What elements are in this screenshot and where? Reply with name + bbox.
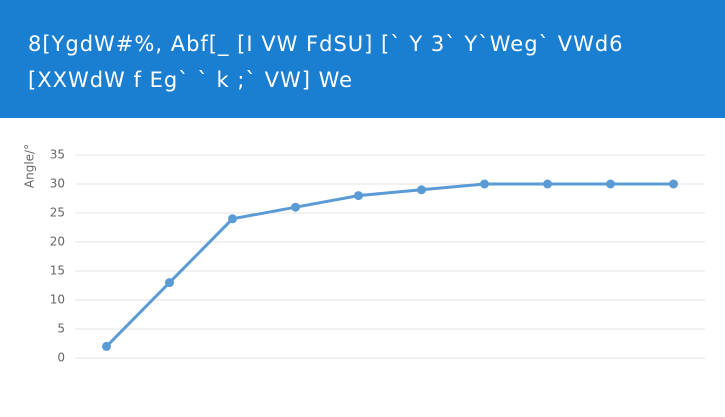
line: [105, 182, 674, 348]
point: [669, 179, 678, 189]
y-tick-label: 15: [50, 264, 65, 278]
y-tick-label: 35: [50, 148, 65, 162]
y-tick-label: 0: [57, 351, 65, 365]
point: [417, 185, 426, 195]
y-tick-label: 5: [57, 322, 65, 336]
y-tick-label: 10: [50, 293, 65, 307]
point: [543, 179, 552, 189]
point: [228, 214, 237, 224]
y-tick-label: 25: [50, 206, 65, 220]
point: [165, 278, 174, 288]
point: [480, 179, 489, 189]
y-axis-label: Angle/°: [23, 144, 37, 188]
point: [102, 341, 111, 351]
y-tick-label: 30: [50, 177, 65, 191]
chart: Angle/° 0 5 10 15 20 25 30 35: [23, 144, 705, 365]
point: [354, 191, 363, 201]
y-tick-label: 20: [50, 235, 65, 249]
point: [291, 202, 300, 212]
header-title: 8[YgdW#%, Abf[_ [I VW FdSU] [` Y 3` Y`We…: [0, 0, 725, 118]
point: [606, 179, 615, 189]
